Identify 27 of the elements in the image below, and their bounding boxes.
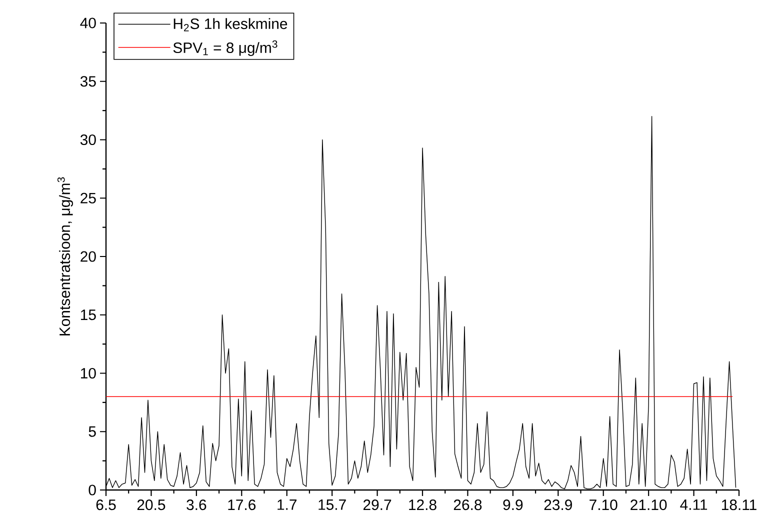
y-tick-label: 0 [88,484,96,496]
x-tick-label: 1.7 [278,500,296,510]
legend-label: H$_{2}$S 1h keskmine [174,18,288,32]
x-tick-label: 17.6 [228,500,256,510]
x-tick-label: 18.11 [722,500,756,510]
x-tick-label: 23.9 [544,500,572,510]
legend-label: SPV$_{1}$ = 8 μg/m$^{3}$ [173,40,278,56]
x-tick-label: 21.10 [630,500,667,510]
y-tick-label: 15 [81,310,96,320]
x-tick-label: 12.8 [409,500,436,510]
x-tick-label: 6.5 [96,500,116,510]
y-tick-label: 5 [88,426,96,437]
y-tick-label: 25 [80,192,96,204]
x-tick-label: 26.8 [454,500,482,510]
x-tick-label: 29.7 [363,500,392,510]
y-tick-label: 20 [80,251,96,262]
x-tick-label: 7.10 [590,500,618,510]
y-tick-label: 40 [80,18,96,28]
y-tick-label: 10 [81,368,96,379]
x-tick-label: 3.6 [186,500,206,510]
y-tick-label: 30 [80,134,96,146]
y-axis-title: Kontsentratsioon, μg/m$^{3}$ [57,177,74,336]
x-tick-label: 4.11 [680,500,708,510]
x-tick-label: 9.9 [503,500,523,510]
y-tick-label: 35 [80,76,96,87]
x-tick-label: 20.5 [137,500,166,510]
x-tick-label: 15.7 [318,500,346,510]
